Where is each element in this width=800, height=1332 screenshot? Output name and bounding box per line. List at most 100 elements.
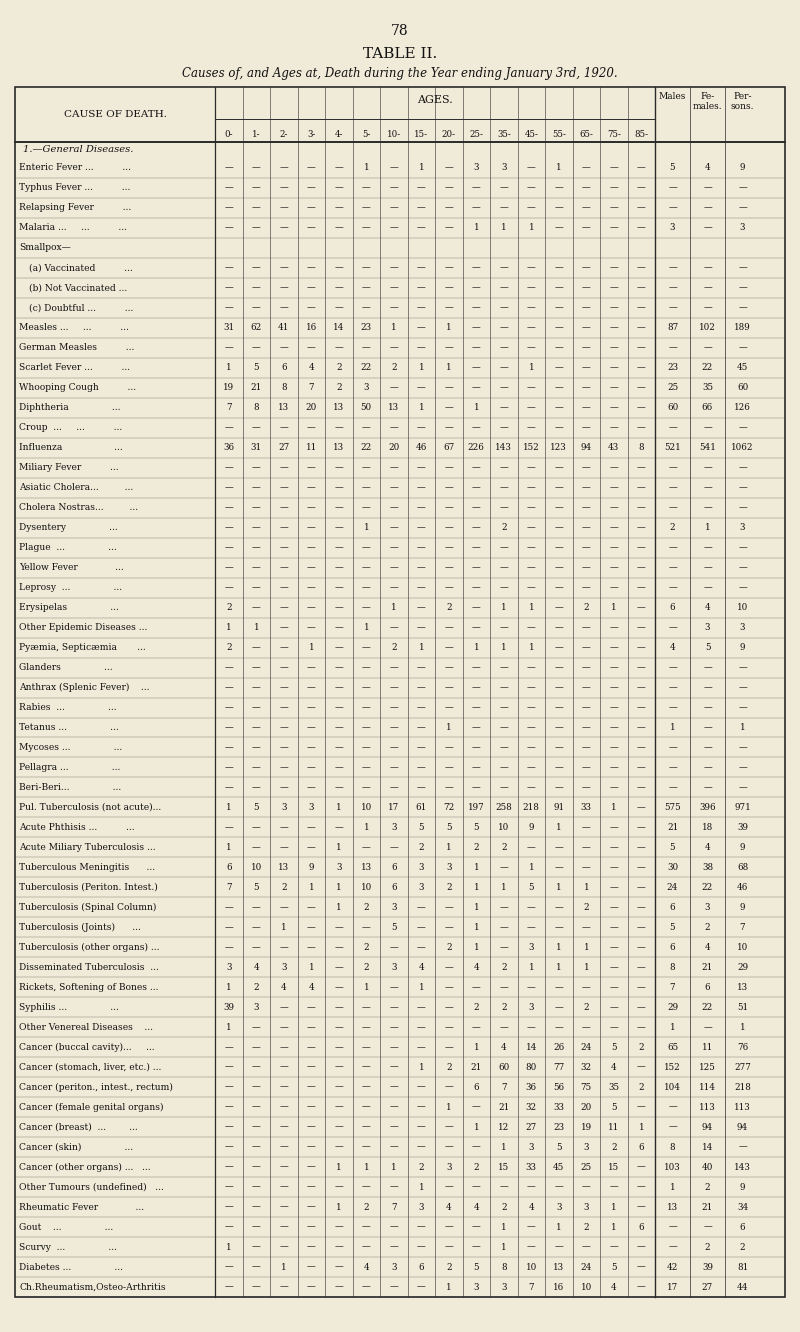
Text: 18: 18 [702,823,713,832]
Text: —: — [472,304,481,313]
Text: —: — [279,1083,288,1092]
Text: —: — [527,464,536,473]
Text: 1: 1 [501,883,506,892]
Text: —: — [554,1003,563,1012]
Text: —: — [252,1043,261,1052]
Text: —: — [637,943,646,952]
Text: —: — [224,304,233,313]
Text: —: — [444,623,453,633]
Text: —: — [390,1023,398,1032]
Text: —: — [252,743,261,753]
Text: 1: 1 [611,803,617,813]
Text: —: — [668,1223,677,1232]
Text: —: — [224,224,233,233]
Text: 10: 10 [361,803,372,813]
Text: —: — [252,523,261,533]
Text: —: — [362,763,370,773]
Text: —: — [472,264,481,273]
Text: —: — [610,563,618,573]
Text: —: — [224,563,233,573]
Text: 2: 2 [705,923,710,932]
Text: 1: 1 [418,983,424,992]
Text: —: — [334,1283,343,1292]
Text: —: — [362,603,370,613]
Text: —: — [417,1103,426,1112]
Text: —: — [252,923,261,932]
Text: 20: 20 [388,444,399,453]
Text: —: — [610,523,618,533]
Text: 21: 21 [498,1103,510,1112]
Text: 85-: 85- [634,131,648,139]
Text: —: — [252,563,261,573]
Text: —: — [610,643,618,653]
Text: Rabies  ...               ...: Rabies ... ... [19,703,117,713]
Text: Other Tumours (undefined)   ...: Other Tumours (undefined) ... [19,1183,164,1192]
Text: 1: 1 [226,803,231,813]
Text: —: — [307,164,316,172]
Text: 35-: 35- [497,131,510,139]
Text: 197: 197 [468,803,485,813]
Text: Acute Phthisis ...          ...: Acute Phthisis ... ... [19,823,134,832]
Text: —: — [334,723,343,733]
Text: 35: 35 [608,1083,619,1092]
Text: —: — [362,503,370,513]
Text: 27: 27 [278,444,290,453]
Text: —: — [472,703,481,713]
Text: —: — [668,424,677,433]
Text: 1: 1 [418,1183,424,1192]
Text: —: — [224,1223,233,1232]
Text: —: — [334,484,343,493]
Text: 56: 56 [553,1083,564,1092]
Text: 4: 4 [705,603,710,613]
Text: —: — [472,563,481,573]
Text: —: — [610,344,618,353]
Text: —: — [390,743,398,753]
Text: —: — [610,783,618,793]
Text: —: — [610,743,618,753]
Text: —: — [499,324,508,333]
Text: —: — [703,703,712,713]
Text: 60: 60 [498,1063,510,1072]
Text: —: — [334,543,343,553]
Text: —: — [307,1263,316,1272]
Text: 396: 396 [699,803,716,813]
Text: Fe-
males.: Fe- males. [693,92,722,112]
Text: —: — [582,384,590,393]
Text: Malaria ...     ...          ...: Malaria ... ... ... [19,224,127,233]
Text: —: — [499,783,508,793]
Text: —: — [527,484,536,493]
Text: —: — [738,503,747,513]
Text: 4: 4 [705,164,710,172]
Text: 1: 1 [363,823,369,832]
Text: —: — [279,703,288,713]
Text: 113: 113 [734,1103,751,1112]
Text: 15: 15 [608,1163,619,1172]
Text: —: — [224,783,233,793]
Text: —: — [637,543,646,553]
Text: —: — [499,384,508,393]
Text: —: — [527,324,536,333]
Text: —: — [334,623,343,633]
Text: —: — [252,184,261,192]
Text: —: — [307,1243,316,1252]
Text: —: — [390,484,398,493]
Text: 3: 3 [391,823,397,832]
Text: —: — [252,1263,261,1272]
Text: 4: 4 [308,983,314,992]
Text: 15: 15 [498,1163,510,1172]
Text: 1: 1 [583,883,589,892]
Text: 1: 1 [391,324,397,333]
Text: 2: 2 [418,843,424,852]
Text: 2: 2 [446,1063,451,1072]
Text: —: — [472,1023,481,1032]
Text: Erysipelas               ...: Erysipelas ... [19,603,119,613]
Text: 94: 94 [581,444,592,453]
Text: Asiatic Cholera...         ...: Asiatic Cholera... ... [19,484,134,493]
Text: 143: 143 [495,444,512,453]
Text: —: — [444,224,453,233]
Text: —: — [554,643,563,653]
Text: 1: 1 [418,1063,424,1072]
Text: 45-: 45- [524,131,538,139]
Text: Scurvy  ...               ...: Scurvy ... ... [19,1243,117,1252]
Text: —: — [334,1063,343,1072]
